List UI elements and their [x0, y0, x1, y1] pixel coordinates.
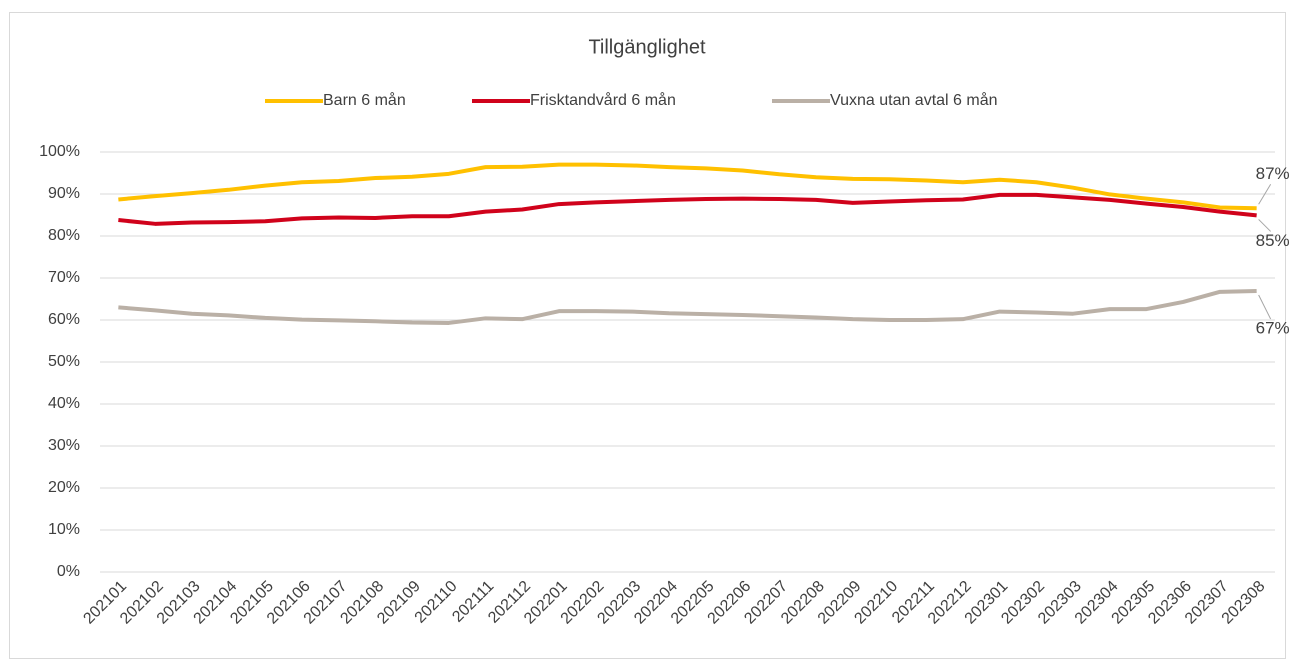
series-line	[118, 192, 1257, 226]
y-tick-label: 0%	[57, 563, 80, 580]
series-line	[118, 162, 1257, 211]
y-tick-label: 10%	[48, 521, 80, 538]
y-tick-label: 90%	[48, 185, 80, 202]
y-tick-label: 70%	[48, 269, 80, 286]
label-leader	[1258, 294, 1272, 320]
label-leader	[1258, 184, 1272, 205]
y-tick-label: 50%	[48, 353, 80, 370]
chart-frame	[9, 12, 1286, 659]
y-tick-label: 60%	[48, 311, 80, 328]
data-label: 85%	[1256, 231, 1290, 250]
data-label: 87%	[1256, 164, 1290, 183]
legend-label: Frisktandvård 6 mån	[530, 91, 676, 109]
data-label: 67%	[1256, 319, 1290, 338]
legend-label: Barn 6 mån	[323, 91, 406, 109]
chart-title: Tillgänglighet	[588, 36, 706, 58]
y-tick-label: 100%	[39, 143, 80, 160]
legend-label: Vuxna utan avtal 6 mån	[830, 91, 998, 109]
y-tick-label: 30%	[48, 437, 80, 454]
label-leader	[1258, 219, 1271, 232]
y-tick-label: 40%	[48, 395, 80, 412]
series-line	[118, 289, 1257, 325]
y-tick-label: 80%	[48, 227, 80, 244]
y-tick-label: 20%	[48, 479, 80, 496]
